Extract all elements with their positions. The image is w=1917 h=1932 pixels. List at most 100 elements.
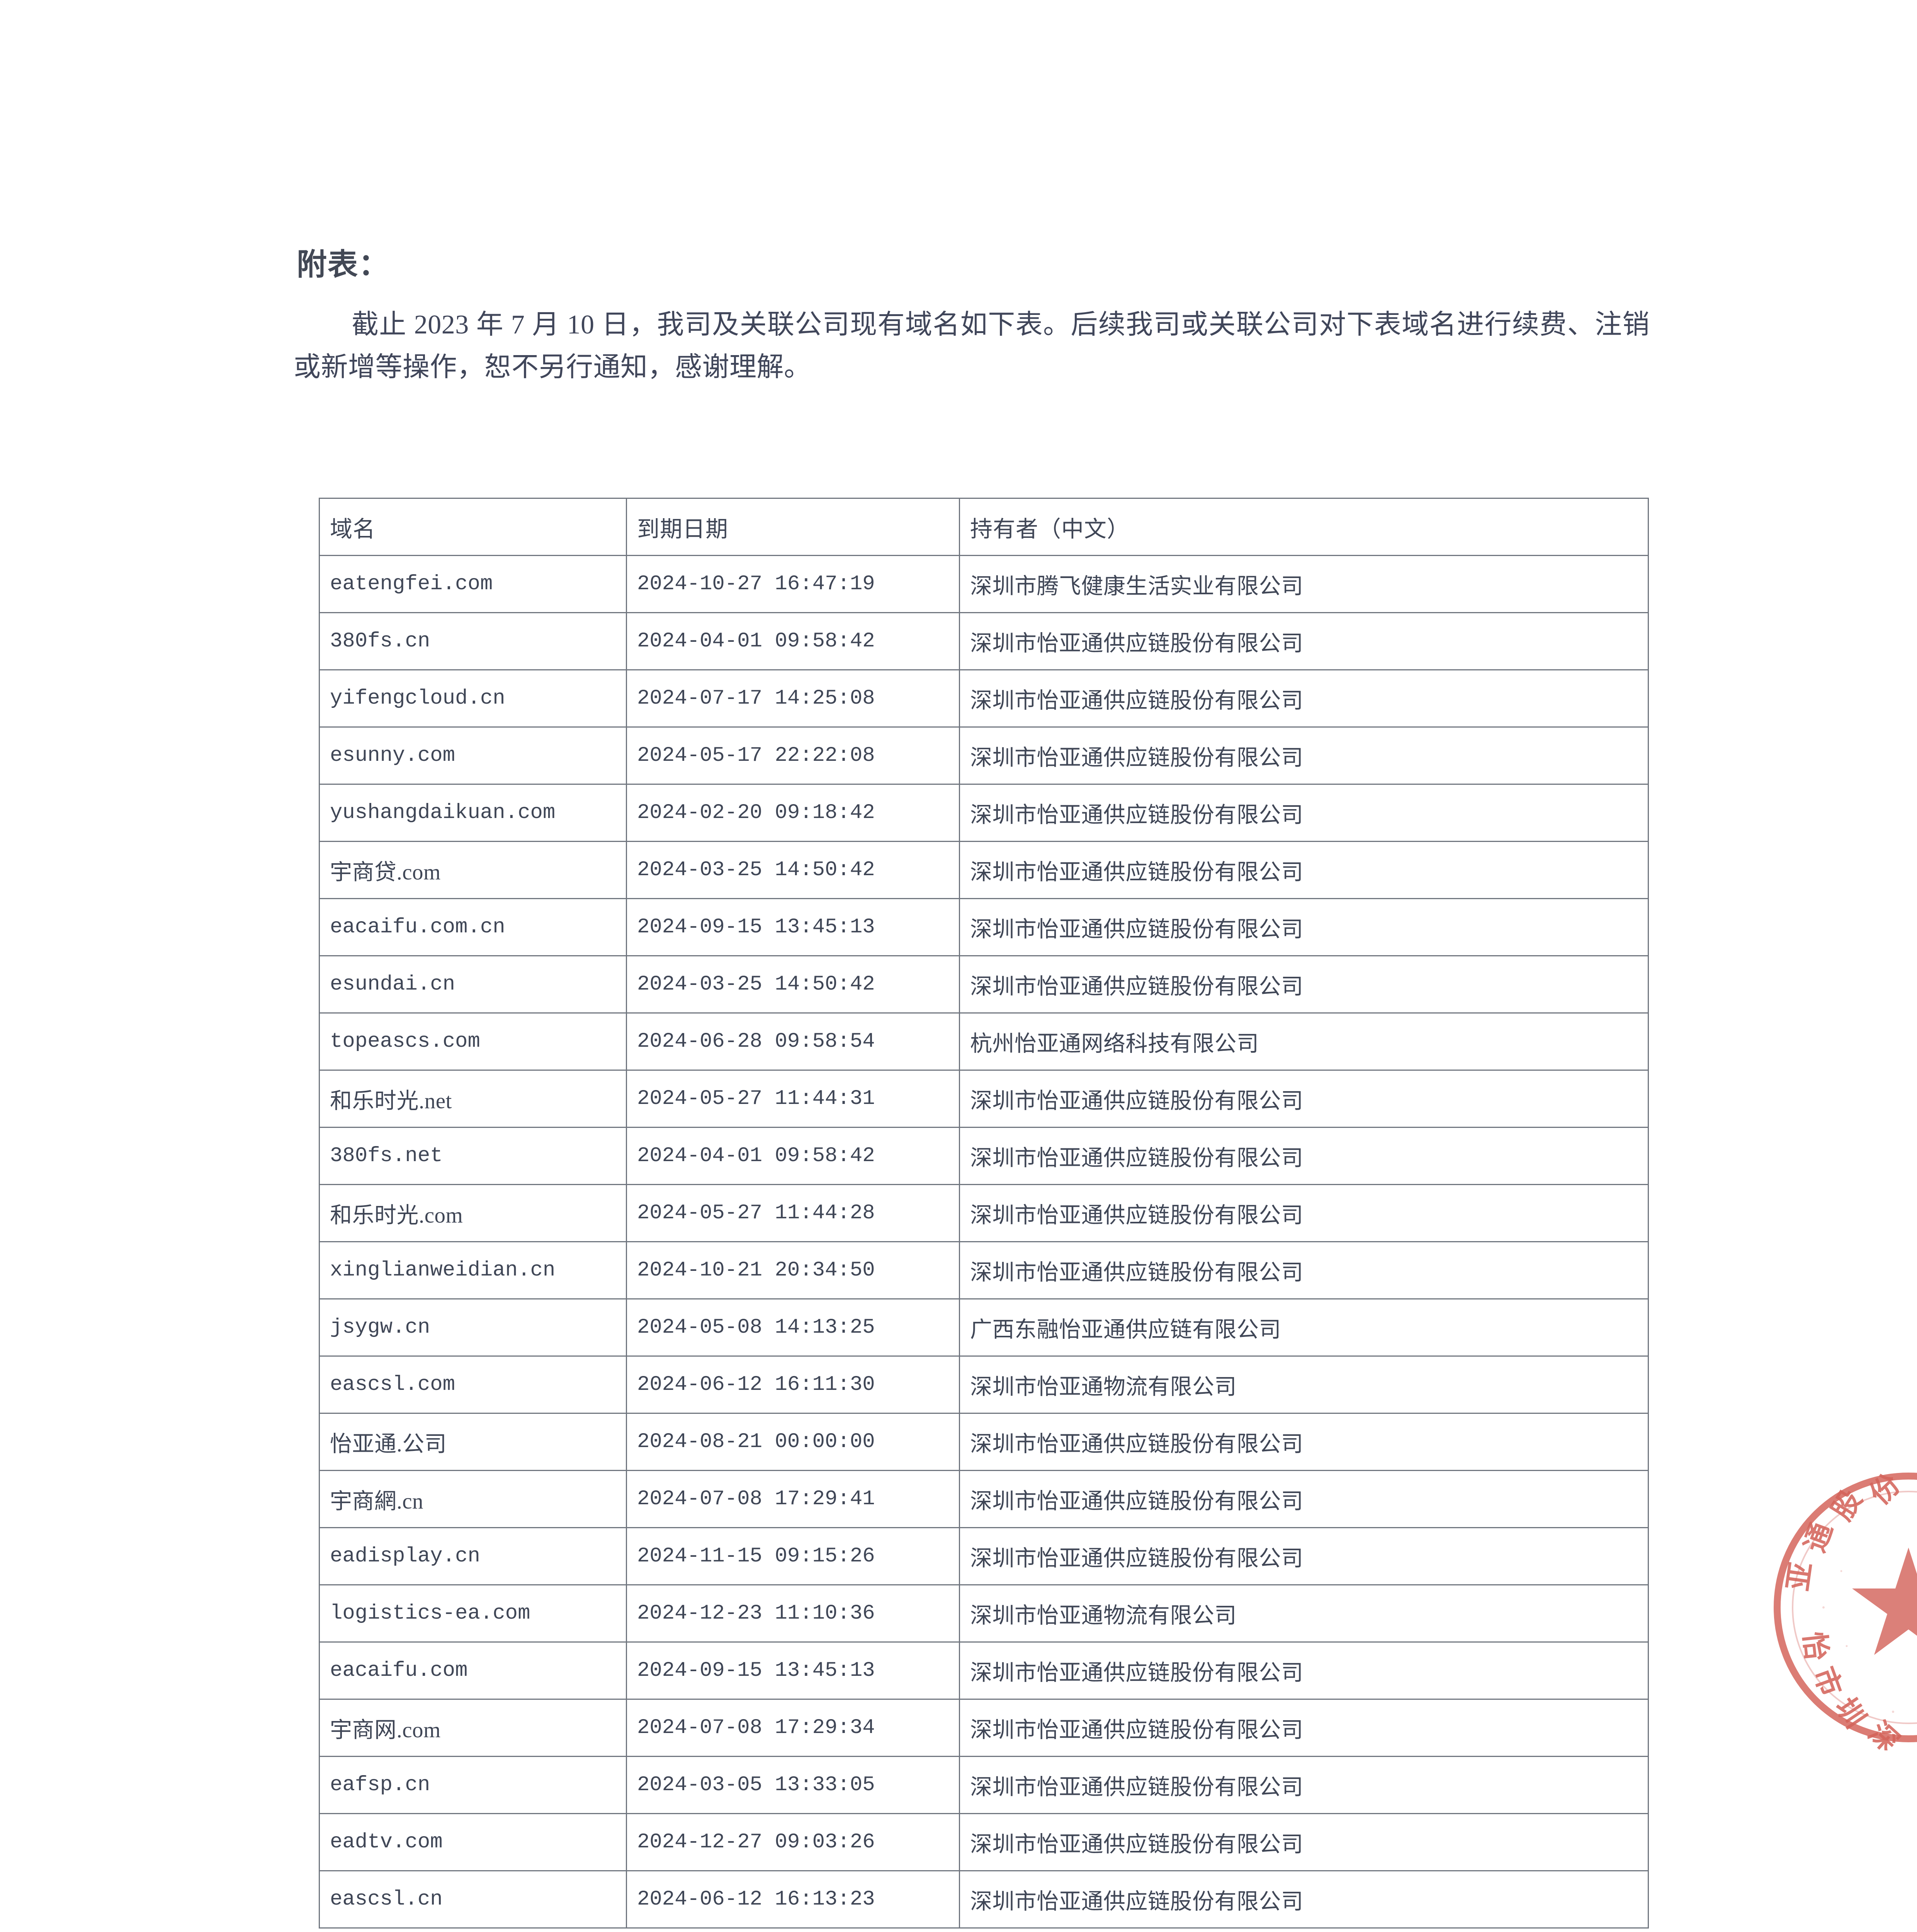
column-header-holder: 持有者（中文）	[959, 498, 1649, 556]
cell-domain: yifengcloud.cn	[319, 669, 627, 728]
table-row: logistics-ea.com 2024-12-23 11:10:36 深圳市怡亚…	[319, 1584, 1649, 1643]
table-row: 和乐时光.com 2024-05-27 11:44:28 深圳市怡亚通供应链股份有限…	[319, 1184, 1649, 1242]
intro-paragraph: 截止 2023 年 7 月 10 日，我司及关联公司现有域名如下表。后续我司或关…	[294, 310, 1650, 383]
cell-expiry: 2024-06-28 09:58:54	[626, 1012, 960, 1071]
cell-expiry: 2024-03-25 14:50:42	[626, 955, 960, 1014]
cell-domain: eascsl.cn	[319, 1870, 627, 1929]
cell-holder: 深圳市怡亚通供应链股份有限公司	[959, 1641, 1649, 1700]
cell-expiry: 2024-04-01 09:58:42	[626, 612, 960, 670]
svg-text:股: 股	[1826, 1485, 1868, 1526]
cell-expiry: 2024-07-08 17:29:41	[626, 1470, 960, 1528]
cell-domain: 宇商网.com	[319, 1699, 627, 1757]
column-header-expiry: 到期日期	[626, 498, 960, 556]
table-row: eafsp.cn 2024-03-05 13:33:05 深圳市怡亚通供应链股份有限…	[319, 1756, 1649, 1814]
table-row: 宇商网.com 2024-07-08 17:29:34 深圳市怡亚通供应链股份有限公…	[319, 1699, 1649, 1757]
table-row: eadisplay.cn 2024-11-15 09:15:26 深圳市怡亚通供应链…	[319, 1527, 1649, 1585]
cell-holder: 深圳市怡亚通供应链股份有限公司	[959, 1413, 1649, 1471]
svg-text:深: 深	[1863, 1716, 1905, 1750]
svg-text:圳: 圳	[1829, 1692, 1871, 1734]
cell-domain: eacaifu.com.cn	[319, 898, 627, 956]
cell-expiry: 2024-06-12 16:11:30	[626, 1355, 960, 1414]
cell-domain: yushangdaikuan.com	[319, 784, 627, 842]
cell-expiry: 2024-06-12 16:13:23	[626, 1870, 960, 1929]
cell-domain: 380fs.cn	[319, 612, 627, 670]
cell-holder: 深圳市怡亚通供应链股份有限公司	[959, 1184, 1649, 1242]
table-row: eascsl.com 2024-06-12 16:11:30 深圳市怡亚通物流有限公…	[319, 1355, 1649, 1414]
page-content: 附表： 截止 2023 年 7 月 10 日，我司及关联公司现有域名如下表。后续…	[294, 247, 1650, 405]
svg-text:市: 市	[1807, 1663, 1847, 1701]
table-row: yifengcloud.cn 2024-07-17 14:25:08 深圳市怡亚通供…	[319, 669, 1649, 728]
cell-holder: 深圳市怡亚通供应链股份有限公司	[959, 784, 1649, 842]
cell-domain: 380fs.net	[319, 1127, 627, 1185]
cell-domain: logistics-ea.com	[319, 1584, 627, 1643]
cell-domain: 宇商網.cn	[319, 1470, 627, 1528]
cell-holder: 深圳市怡亚通供应链股份有限公司	[959, 1756, 1649, 1814]
cell-domain: 和乐时光.net	[319, 1070, 627, 1128]
table-row: eacaifu.com.cn 2024-09-15 13:45:13 深圳市怡亚通供…	[319, 898, 1649, 956]
table-row: 380fs.net 2024-04-01 09:58:42 深圳市怡亚通供应链股份有…	[319, 1127, 1649, 1185]
cell-holder: 深圳市怡亚通供应链股份有限公司	[959, 841, 1649, 899]
cell-holder: 深圳市怡亚通物流有限公司	[959, 1355, 1649, 1414]
cell-domain: eafsp.cn	[319, 1756, 627, 1814]
cell-holder: 深圳市怡亚通供应链股份有限公司	[959, 1527, 1649, 1585]
cell-holder: 深圳市怡亚通供应链股份有限公司	[959, 1127, 1649, 1185]
cell-domain: esunny.com	[319, 726, 627, 785]
table-row: 怡亚通.公司 2024-08-21 00:00:00 深圳市怡亚通供应链股份有限公司	[319, 1413, 1649, 1471]
cell-expiry: 2024-05-17 22:22:08	[626, 726, 960, 785]
cell-domain: xinglianweidian.cn	[319, 1241, 627, 1299]
cell-expiry: 2024-08-21 00:00:00	[626, 1413, 960, 1471]
cell-expiry: 2024-07-08 17:29:34	[626, 1699, 960, 1757]
cell-expiry: 2024-09-15 13:45:13	[626, 898, 960, 956]
svg-text:通: 通	[1799, 1519, 1839, 1556]
cell-domain: jsygw.cn	[319, 1298, 627, 1357]
cell-expiry: 2024-03-25 14:50:42	[626, 841, 960, 899]
cell-holder: 深圳市怡亚通供应链股份有限公司	[959, 955, 1649, 1014]
table-row: 宇商網.cn 2024-07-08 17:29:41 深圳市怡亚通供应链股份有限公司	[319, 1470, 1649, 1528]
cell-holder: 深圳市怡亚通供应链股份有限公司	[959, 1699, 1649, 1757]
cell-expiry: 2024-10-27 16:47:19	[626, 555, 960, 613]
table-row: esundai.cn 2024-03-25 14:50:42 深圳市怡亚通供应链股份…	[319, 955, 1649, 1014]
cell-domain: eascsl.com	[319, 1355, 627, 1414]
cell-domain: eatengfei.com	[319, 555, 627, 613]
table-row: eacaifu.com 2024-09-15 13:45:13 深圳市怡亚通供应链股…	[319, 1641, 1649, 1700]
cell-holder: 杭州怡亚通网络科技有限公司	[959, 1012, 1649, 1071]
cell-holder: 深圳市腾飞健康生活实业有限公司	[959, 555, 1649, 613]
table-row: jsygw.cn 2024-05-08 14:13:25 广西东融怡亚通供应链有限公…	[319, 1298, 1649, 1357]
table-row: yushangdaikuan.com 2024-02-20 09:18:42 深圳市…	[319, 784, 1649, 842]
cell-expiry: 2024-12-23 11:10:36	[626, 1584, 960, 1643]
cell-holder: 深圳市怡亚通供应链股份有限公司	[959, 898, 1649, 956]
table-row: eascsl.cn 2024-06-12 16:13:23 深圳市怡亚通供应链股份有…	[319, 1870, 1649, 1929]
cell-expiry: 2024-10-21 20:34:50	[626, 1241, 960, 1299]
table-row: topeascs.com 2024-06-28 09:58:54 杭州怡亚通网络科技…	[319, 1012, 1649, 1071]
cell-holder: 深圳市怡亚通供应链股份有限公司	[959, 726, 1649, 785]
cell-holder: 深圳市怡亚通供应链股份有限公司	[959, 1070, 1649, 1128]
cell-expiry: 2024-12-27 09:03:26	[626, 1813, 960, 1871]
cell-domain: eacaifu.com	[319, 1641, 627, 1700]
cell-domain: eadisplay.cn	[319, 1527, 627, 1585]
company-seal-stamp: 股 份 通 亚 怡 市 圳 深	[1766, 1464, 1917, 1750]
cell-holder: 深圳市怡亚通供应链股份有限公司	[959, 1470, 1649, 1528]
table-row: xinglianweidian.cn 2024-10-21 20:34:50 深圳市…	[319, 1241, 1649, 1299]
cell-domain: eadtv.com	[319, 1813, 627, 1871]
cell-expiry: 2024-04-01 09:58:42	[626, 1127, 960, 1185]
cell-domain: esundai.cn	[319, 955, 627, 1014]
table-row: eadtv.com 2024-12-27 09:03:26 深圳市怡亚通供应链股份有…	[319, 1813, 1649, 1871]
cell-holder: 广西东融怡亚通供应链有限公司	[959, 1298, 1649, 1357]
cell-expiry: 2024-03-05 13:33:05	[626, 1756, 960, 1814]
cell-expiry: 2024-05-27 11:44:28	[626, 1184, 960, 1242]
cell-expiry: 2024-02-20 09:18:42	[626, 784, 960, 842]
table-header-row: 域名 到期日期 持有者（中文）	[319, 498, 1649, 556]
table-row: esunny.com 2024-05-17 22:22:08 深圳市怡亚通供应链股份…	[319, 726, 1649, 785]
cell-domain: topeascs.com	[319, 1012, 627, 1071]
cell-expiry: 2024-11-15 09:15:26	[626, 1527, 960, 1585]
cell-expiry: 2024-05-08 14:13:25	[626, 1298, 960, 1357]
table-body: eatengfei.com 2024-10-27 16:47:19 深圳市腾飞健康生…	[319, 555, 1649, 1929]
cell-holder: 深圳市怡亚通物流有限公司	[959, 1584, 1649, 1643]
cell-holder: 深圳市怡亚通供应链股份有限公司	[959, 612, 1649, 670]
seal-artwork: 股 份 通 亚 怡 市 圳 深	[1774, 1468, 1917, 1750]
cell-domain: 怡亚通.公司	[319, 1413, 627, 1471]
cell-domain: 和乐时光.com	[319, 1184, 627, 1242]
cell-holder: 深圳市怡亚通供应链股份有限公司	[959, 669, 1649, 728]
cell-expiry: 2024-07-17 14:25:08	[626, 669, 960, 728]
